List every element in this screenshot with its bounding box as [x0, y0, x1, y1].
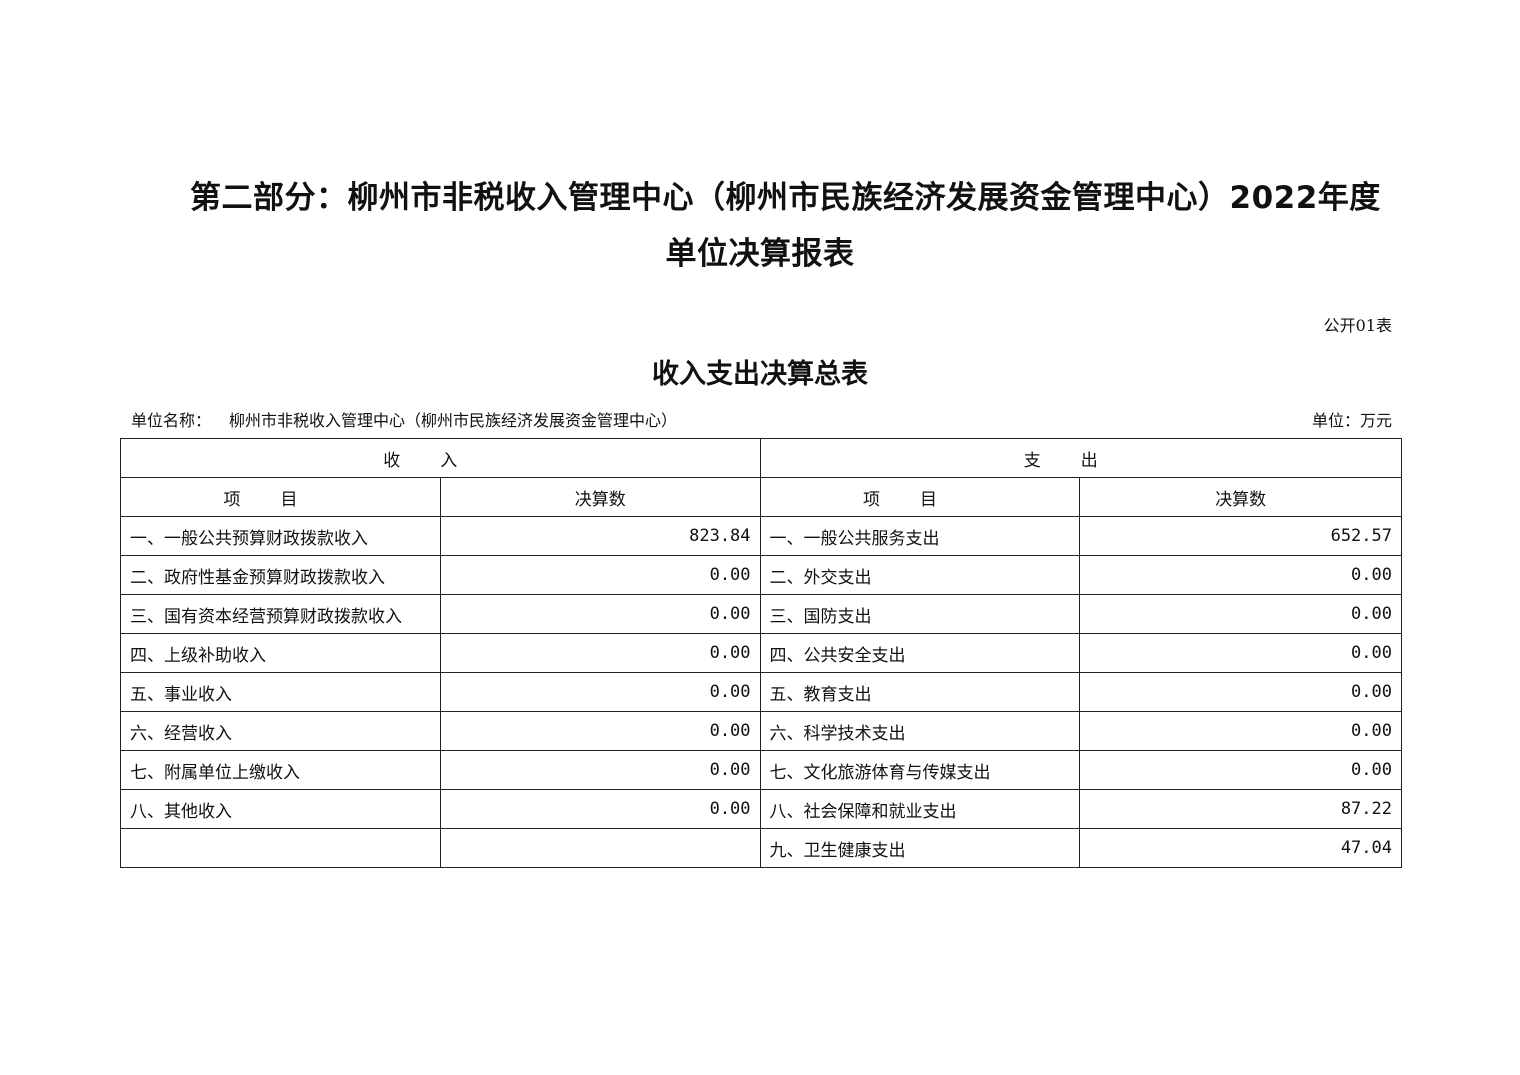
- income-amount-header: 决算数: [439, 477, 761, 517]
- table-row: 二、政府性基金预算财政拨款收入 0.00 二、外交支出 0.00: [120, 555, 1402, 595]
- income-item-cell: 五、事业收入: [120, 672, 441, 712]
- income-amount-cell: 0.00: [439, 555, 761, 595]
- unit-name-line: 单位名称： 柳州市非税收入管理中心（柳州市民族经济发展资金管理中心）: [131, 407, 695, 431]
- table-row: 三、国有资本经营预算财政拨款收入 0.00 三、国防支出 0.00: [120, 594, 1402, 634]
- expense-amount-cell: 0.00: [1079, 633, 1402, 673]
- income-item-header: 项目: [120, 477, 441, 517]
- income-amount-cell: 0.00: [439, 711, 761, 751]
- expense-item-cell: 二、外交支出: [759, 555, 1081, 595]
- table-row: 八、其他收入 0.00 八、社会保障和就业支出 87.22: [120, 789, 1402, 829]
- unit-name: 柳州市非税收入管理中心（柳州市民族经济发展资金管理中心）: [229, 411, 678, 430]
- expense-amount-cell: 47.04: [1079, 828, 1402, 868]
- income-item-cell: 一、一般公共预算财政拨款收入: [120, 516, 441, 556]
- table-row: 七、附属单位上缴收入 0.00 七、文化旅游体育与传媒支出 0.00: [120, 750, 1402, 790]
- income-item-cell: 八、其他收入: [120, 789, 441, 829]
- expense-item-header: 项目: [759, 477, 1081, 517]
- expense-item-cell: 一、一般公共服务支出: [759, 516, 1081, 556]
- income-amount-cell: 823.84: [439, 516, 761, 556]
- expense-amount-header: 决算数: [1079, 477, 1402, 517]
- income-expense-table: 收入 支出 项目 决算数 项目 决算数 一、一般公共预算财政拨款收入 823.84…: [120, 438, 1403, 868]
- table-row: 五、事业收入 0.00 五、教育支出 0.00: [120, 672, 1402, 712]
- income-item-cell: 七、附属单位上缴收入: [120, 750, 441, 790]
- table-title: 收入支出决算总表: [652, 359, 868, 390]
- income-amount-cell: 0.00: [439, 789, 761, 829]
- income-item-cell: [120, 828, 441, 868]
- expense-amount-cell: 0.00: [1079, 711, 1402, 751]
- expense-amount-cell: 0.00: [1079, 594, 1402, 634]
- income-header: 收入: [120, 438, 761, 478]
- income-amount-cell: [439, 828, 761, 868]
- expense-header: 支出: [759, 438, 1403, 478]
- income-amount-cell: 0.00: [439, 594, 761, 634]
- expense-item-cell: 四、公共安全支出: [759, 633, 1081, 673]
- table-row: 一、一般公共预算财政拨款收入 823.84 一、一般公共服务支出 652.57: [120, 516, 1402, 556]
- section-header-row: 收入 支出: [120, 438, 1403, 478]
- unit-name-label: 单位名称：: [131, 411, 212, 430]
- income-item-cell: 四、上级补助收入: [120, 633, 441, 673]
- table-row: 四、上级补助收入 0.00 四、公共安全支出 0.00: [120, 633, 1402, 673]
- expense-amount-cell: 0.00: [1079, 672, 1402, 712]
- expense-amount-cell: 0.00: [1079, 555, 1402, 595]
- table-row: 六、经营收入 0.00 六、科学技术支出 0.00: [120, 711, 1402, 751]
- expense-amount-cell: 652.57: [1079, 516, 1402, 556]
- income-item-cell: 六、经营收入: [120, 711, 441, 751]
- income-amount-cell: 0.00: [439, 633, 761, 673]
- expense-amount-cell: 0.00: [1079, 750, 1402, 790]
- expense-item-cell: 五、教育支出: [759, 672, 1081, 712]
- income-amount-cell: 0.00: [439, 750, 761, 790]
- expense-item-cell: 八、社会保障和就业支出: [759, 789, 1081, 829]
- expense-item-cell: 七、文化旅游体育与传媒支出: [759, 750, 1081, 790]
- expense-item-cell: 六、科学技术支出: [759, 711, 1081, 751]
- expense-item-cell: 三、国防支出: [759, 594, 1081, 634]
- page-title-line2: 单位决算报表: [665, 236, 855, 272]
- page-title-line1: 第二部分：柳州市非税收入管理中心（柳州市民族经济发展资金管理中心）2022年度: [190, 180, 1381, 216]
- income-item-cell: 三、国有资本经营预算财政拨款收入: [120, 594, 441, 634]
- income-item-cell: 二、政府性基金预算财政拨款收入: [120, 555, 441, 595]
- expense-item-cell: 九、卫生健康支出: [759, 828, 1081, 868]
- column-header-row: 项目 决算数 项目 决算数: [120, 477, 1402, 517]
- table-number: 公开01表: [1323, 316, 1392, 335]
- income-amount-cell: 0.00: [439, 672, 761, 712]
- table-row: 九、卫生健康支出 47.04: [120, 828, 1402, 868]
- currency-unit: 单位：万元: [1311, 411, 1392, 430]
- expense-amount-cell: 87.22: [1079, 789, 1402, 829]
